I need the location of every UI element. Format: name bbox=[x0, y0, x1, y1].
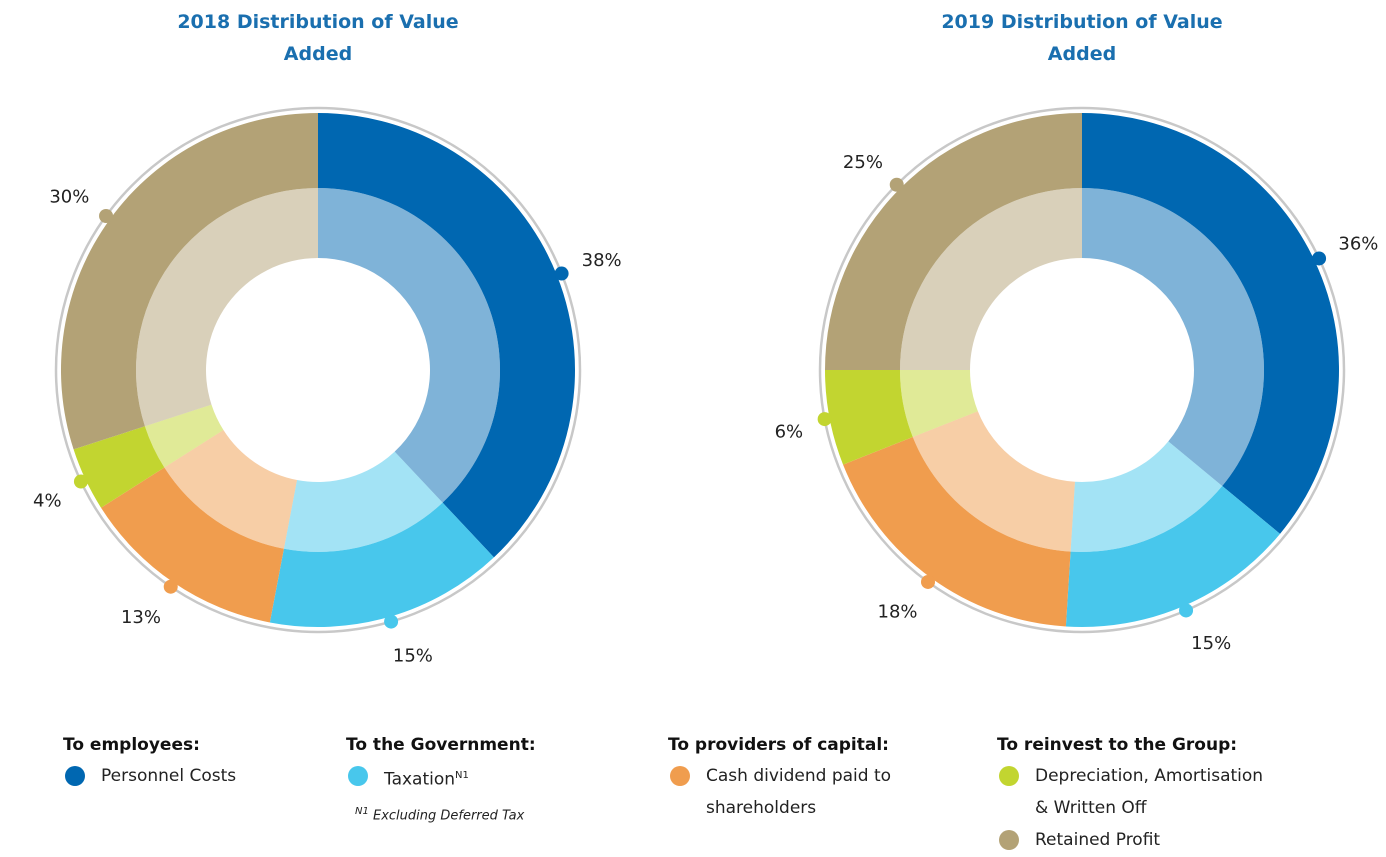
label-dot bbox=[1179, 603, 1194, 618]
inner-segment bbox=[135, 188, 318, 427]
legend-label: Depreciation, Amortisation & Written Off bbox=[1035, 766, 1264, 818]
inner-segment bbox=[283, 451, 443, 553]
label-dot bbox=[73, 474, 88, 489]
value-label: 6% bbox=[775, 421, 804, 442]
segment bbox=[825, 370, 913, 465]
footnote-marker: N1 bbox=[355, 806, 369, 817]
legend-item: Personnel Costs bbox=[63, 760, 341, 792]
segment bbox=[825, 113, 1082, 370]
footnote: N1 Excluding Deferred Tax bbox=[355, 806, 524, 823]
legend-dot bbox=[670, 766, 690, 786]
label-dot bbox=[921, 574, 936, 589]
footnote-text: Excluding Deferred Tax bbox=[372, 808, 525, 824]
label-dot bbox=[99, 209, 114, 224]
value-label: 36% bbox=[1338, 234, 1378, 255]
legend-group: To providers of capital: Cash dividend pa… bbox=[668, 730, 968, 824]
legend-item: Depreciation, Amortisation & Written Off bbox=[997, 760, 1275, 824]
label-dot bbox=[889, 177, 904, 192]
inner-segment bbox=[144, 404, 224, 468]
segment bbox=[269, 502, 494, 627]
legend-dot bbox=[999, 830, 1019, 850]
inner-segment bbox=[164, 430, 298, 549]
outer-ring bbox=[54, 106, 582, 634]
segment bbox=[101, 467, 284, 623]
inner-segment bbox=[1070, 441, 1223, 552]
segment bbox=[843, 436, 1071, 627]
legend-heading: To employees: bbox=[63, 735, 200, 755]
legend-group: To the Government: TaxationN1 bbox=[346, 730, 646, 796]
legend-label: Retained Profit bbox=[1035, 830, 1161, 850]
value-label: 13% bbox=[121, 607, 161, 628]
legend-dot bbox=[65, 766, 85, 786]
inner-segment bbox=[1082, 188, 1264, 487]
legend-group: To employees: Personnel Costs bbox=[63, 730, 363, 792]
legend-item: TaxationN1 bbox=[346, 760, 624, 796]
value-label: 4% bbox=[33, 490, 62, 511]
label-dot bbox=[554, 266, 569, 281]
legend-heading: To providers of capital: bbox=[668, 735, 889, 755]
label-dot bbox=[817, 412, 832, 427]
label-dot bbox=[163, 579, 178, 594]
legend-heading: To reinvest to the Group: bbox=[997, 735, 1238, 755]
segment bbox=[73, 426, 165, 508]
legend-dot bbox=[999, 766, 1019, 786]
segment bbox=[1082, 113, 1339, 534]
inner-segment bbox=[318, 188, 501, 503]
segment bbox=[318, 113, 575, 558]
chart-title: 2019 Distribution of Value Added bbox=[941, 11, 1223, 65]
legend-item: Cash dividend paid to shareholders bbox=[668, 760, 946, 824]
legend-label: Personnel Costs bbox=[101, 766, 237, 786]
legend-label: Taxation bbox=[384, 769, 456, 790]
label-dot bbox=[384, 614, 399, 629]
value-label: 25% bbox=[843, 152, 883, 173]
legend-item: Retained Profit bbox=[997, 824, 1275, 856]
note-marker: N1 bbox=[455, 770, 469, 781]
chart-title: 2018 Distribution of Value Added bbox=[177, 11, 459, 65]
value-label: 30% bbox=[49, 187, 89, 208]
legend-heading: To the Government: bbox=[346, 735, 536, 755]
value-label: 15% bbox=[1191, 633, 1231, 654]
outer-ring bbox=[818, 106, 1346, 634]
inner-segment bbox=[912, 411, 1075, 552]
legend-dot bbox=[348, 766, 368, 786]
value-label: 15% bbox=[393, 645, 433, 666]
inner-segment bbox=[900, 188, 1082, 370]
value-label: 18% bbox=[878, 602, 918, 623]
legend-group: To reinvest to the Group: Depreciation, A… bbox=[997, 730, 1297, 856]
segment bbox=[1065, 486, 1281, 627]
inner-segment bbox=[900, 370, 978, 437]
label-dot bbox=[1312, 251, 1327, 266]
legend-label: Cash dividend paid to shareholders bbox=[706, 766, 892, 818]
value-label: 38% bbox=[582, 250, 622, 271]
segment bbox=[60, 113, 319, 450]
